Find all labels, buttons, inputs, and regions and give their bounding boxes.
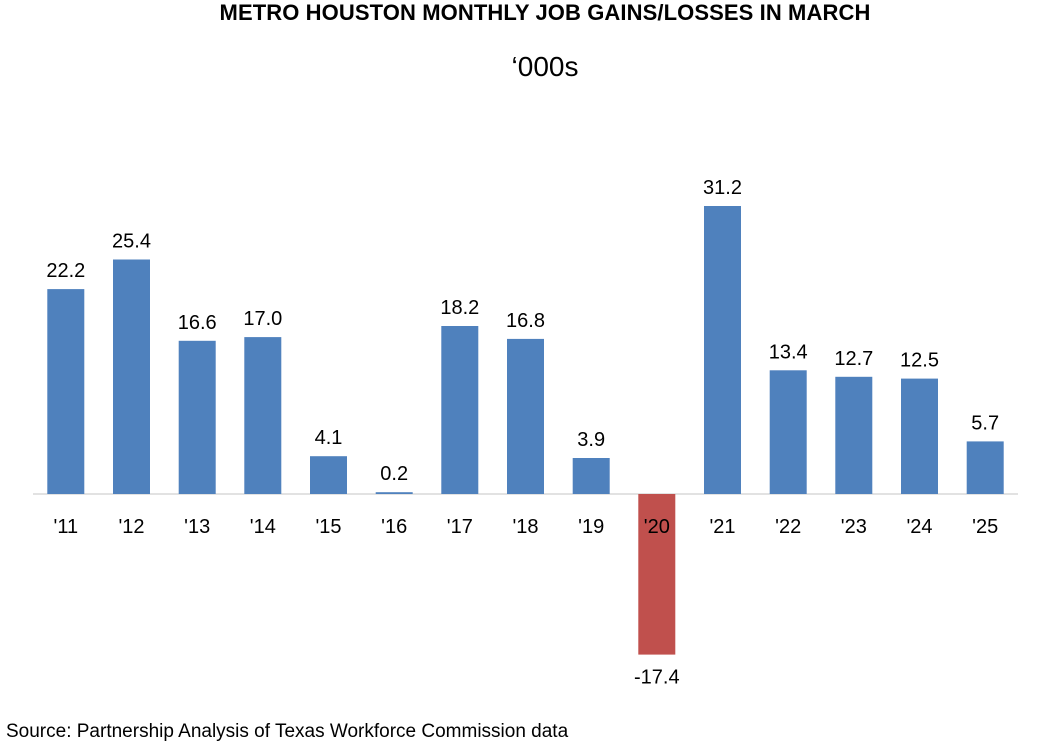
x-tick-label-10: '21 (709, 516, 735, 538)
bar-9 (638, 494, 676, 655)
value-label-6: 18.2 (440, 297, 479, 319)
bar-2 (178, 340, 216, 494)
value-label-2: 16.6 (178, 312, 217, 334)
x-tick-label-13: '24 (906, 516, 932, 538)
bar-3 (244, 337, 282, 494)
bar-8 (572, 458, 610, 494)
bar-7 (507, 338, 544, 494)
x-tick-label-3: '14 (250, 516, 276, 538)
x-tick-label-8: '19 (578, 516, 604, 538)
value-label-0: 22.2 (46, 260, 85, 282)
x-tick-label-11: '22 (775, 516, 801, 538)
value-label-7: 16.8 (506, 310, 545, 332)
x-tick-label-9: '20 (644, 516, 670, 538)
value-label-14: 5.7 (971, 412, 999, 434)
bar-4 (310, 456, 347, 494)
chart-title: METRO HOUSTON MONTHLY JOB GAINS/LOSSES I… (219, 0, 871, 25)
bar-10 (704, 206, 741, 494)
x-tick-label-4: '15 (315, 516, 341, 538)
x-tick-label-2: '13 (184, 516, 210, 538)
value-label-8: 3.9 (577, 429, 605, 451)
x-tick-label-12: '23 (841, 516, 867, 538)
source-note: Source: Partnership Analysis of Texas Wo… (6, 721, 569, 742)
value-label-4: 4.1 (315, 427, 343, 449)
bar-12 (835, 376, 873, 494)
x-tick-label-6: '17 (447, 516, 473, 538)
value-label-3: 17.0 (243, 308, 282, 330)
x-tick-label-1: '12 (118, 516, 144, 538)
bar-0 (47, 289, 85, 494)
value-label-10: 31.2 (703, 177, 742, 199)
value-label-12: 12.7 (834, 348, 873, 370)
bar-1 (113, 259, 150, 494)
x-tick-label-0: '11 (54, 516, 79, 538)
value-label-13: 12.5 (900, 350, 939, 372)
bar-6 (441, 326, 479, 494)
bar-14 (966, 441, 1004, 494)
bar-11 (769, 370, 807, 494)
bar-5 (375, 492, 413, 494)
value-label-1: 25.4 (112, 231, 151, 253)
value-label-5: 0.2 (380, 463, 408, 485)
x-tick-label-5: '16 (381, 516, 407, 538)
chart-subtitle: ‘000s (511, 51, 579, 82)
x-tick-label-14: '25 (972, 516, 998, 538)
value-label-11: 13.4 (769, 341, 808, 363)
x-tick-label-7: '18 (512, 516, 538, 538)
bar-chart: 22.2 '11 25.4 '12 16.6 '13 17.0 '14 4.1 '15 0.2 '16… (33, 177, 1018, 689)
bar-13 (901, 378, 938, 494)
value-label-9: -17.4 (634, 667, 680, 689)
